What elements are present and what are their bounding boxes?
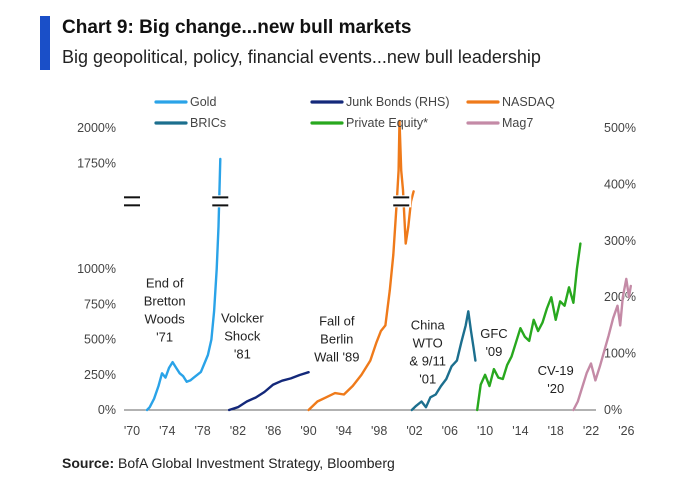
series-line-junk-bonds-rhs [227,371,310,412]
series-line-mag7 [572,277,632,412]
event-annotation-line: Woods [145,311,186,326]
x-axis-tick-label: '06 [442,424,458,438]
event-annotation: End of Bretton Woods '71 [144,275,186,344]
source-text: BofA Global Investment Strategy, Bloombe… [114,455,395,471]
right-axis-tick-label: 500% [604,121,636,135]
x-axis-tick-label: '98 [371,424,387,438]
x-axis-tick-label: '18 [548,424,564,438]
source-note: Source: BofA Global Investment Strategy,… [62,455,395,471]
event-annotation-line: Fall of [319,313,355,328]
legend-label: Gold [190,95,216,109]
left-axis-tick-label: 1750% [77,156,116,170]
event-annotation-line: End of [146,275,184,290]
left-axis-tick-label: 1000% [77,262,116,276]
event-annotation-line: Shock [224,329,261,344]
series-line-private-equity [476,242,582,412]
event-annotation: Volcker Shock '81 [221,311,264,362]
left-axis-tick-label: 0% [98,403,116,417]
right-axis-tick-label: 200% [604,290,636,304]
right-axis-tick-label: 400% [604,177,636,191]
event-annotation-line: & 9/11 [409,354,446,369]
x-axis-tick-label: '82 [230,424,246,438]
chart-subtitle: Big geopolitical, policy, financial even… [62,47,541,67]
x-axis-tick-label: '78 [194,424,210,438]
x-axis-tick-label: '94 [336,424,352,438]
event-annotation-line: CV-19 [538,363,574,378]
event-annotation-line: WTO [413,336,443,351]
event-annotation-line: '20 [547,381,564,396]
x-axis-tick-label: '10 [477,424,493,438]
right-axis-tick-label: 300% [604,234,636,248]
title-accent-bar [40,16,50,70]
x-axis-tick-label: '26 [618,424,634,438]
right-axis-tick-label: 100% [604,347,636,361]
chart-title: Chart 9: Big change...new bull markets [62,17,412,38]
legend-label: Private Equity* [346,116,428,130]
event-annotation-line: Wall '89 [314,349,359,364]
legend-label: Junk Bonds (RHS) [346,95,450,109]
event-annotation: CV-19 '20 [538,363,574,396]
legend-label: BRICs [190,116,226,130]
event-annotation-line: Volcker [221,311,264,326]
x-axis-tick-label: '14 [512,424,528,438]
x-axis-tick-label: '22 [583,424,599,438]
event-annotation: GFC '09 [480,326,507,359]
x-axis-tick-label: '90 [300,424,316,438]
left-axis-tick-label: 500% [84,333,116,347]
series-line-nasdaq [307,119,415,412]
x-axis-tick-label: '86 [265,424,281,438]
right-axis-tick-label: 0% [604,403,622,417]
x-axis-tick-label: '02 [406,424,422,438]
event-annotation-line: China [411,318,446,333]
series-line-gold [145,157,222,412]
event-annotation-line: Bretton [144,293,186,308]
event-annotation-line: '81 [234,347,251,362]
left-axis-tick-label: 250% [84,368,116,382]
event-annotation-line: Berlin [320,331,353,346]
event-annotation-line: '01 [419,372,436,387]
event-annotation-line: '71 [156,329,173,344]
chart: 0% 250% 500% 750% 1000% 1750% 2000% 0% 100% 200% 3… [77,95,636,438]
event-annotation-line: '09 [485,344,502,359]
event-annotation-line: GFC [480,326,507,341]
source-label: Source: [62,455,115,471]
series-line-brics [410,310,477,412]
left-axis-tick-label: 750% [84,297,116,311]
legend-label: NASDAQ [502,95,555,109]
x-axis-tick-label: '74 [159,424,175,438]
event-annotation: Fall of Berlin Wall '89 [314,313,359,364]
legend-label: Mag7 [502,116,533,130]
left-axis-tick-label: 2000% [77,121,116,135]
x-axis-tick-label: '70 [124,424,140,438]
event-annotation: China WTO & 9/11 '01 [409,318,446,387]
